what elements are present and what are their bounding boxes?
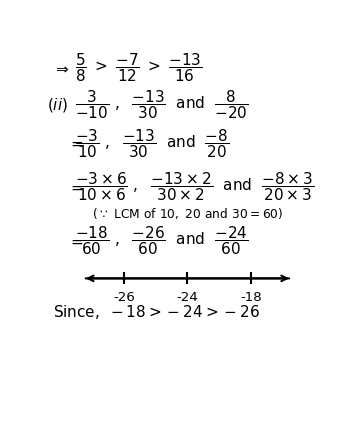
- Text: $(\because\ \mathrm{LCM\ of\ 10,\ 20\ and\ 30 = 60})$: $(\because\ \mathrm{LCM\ of\ 10,\ 20\ an…: [92, 207, 283, 222]
- Text: -18: -18: [240, 291, 262, 304]
- Text: -24: -24: [176, 291, 198, 304]
- Text: $(\mathit{ii})$: $(\mathit{ii})$: [47, 96, 68, 114]
- Text: $\Rightarrow$: $\Rightarrow$: [53, 60, 70, 75]
- Text: $\dfrac{-3\times6}{10\times6}\ ,\ \ \dfrac{-13\times2}{30\times2}\ \ \mathrm{and: $\dfrac{-3\times6}{10\times6}\ ,\ \ \dfr…: [75, 171, 314, 203]
- Text: $\dfrac{-3}{10}\ ,\ \ \dfrac{-13}{30}\ \ \mathrm{and}\ \ \dfrac{-8}{20}$: $\dfrac{-3}{10}\ ,\ \ \dfrac{-13}{30}\ \…: [75, 127, 229, 160]
- Text: $\mathrm{Since,}\ -18 > -24 > -26$: $\mathrm{Since,}\ -18 > -24 > -26$: [53, 303, 260, 321]
- Text: -26: -26: [113, 291, 135, 304]
- Text: $=$: $=$: [68, 233, 84, 248]
- Text: $\dfrac{-18}{60}\ ,\ \ \dfrac{-26}{60}\ \ \mathrm{and}\ \ \dfrac{-24}{60}$: $\dfrac{-18}{60}\ ,\ \ \dfrac{-26}{60}\ …: [75, 225, 248, 257]
- Text: $\dfrac{3}{-10}\ ,\ \ \dfrac{-13}{30}\ \ \mathrm{and}\ \ \dfrac{8}{-20}$: $\dfrac{3}{-10}\ ,\ \ \dfrac{-13}{30}\ \…: [75, 89, 248, 121]
- Text: $=$: $=$: [68, 136, 84, 151]
- Text: $\dfrac{5}{8}\ >\ \dfrac{-7}{12}\ >\ \dfrac{-13}{16}$: $\dfrac{5}{8}\ >\ \dfrac{-7}{12}\ >\ \df…: [75, 51, 202, 84]
- Text: $=$: $=$: [68, 179, 84, 195]
